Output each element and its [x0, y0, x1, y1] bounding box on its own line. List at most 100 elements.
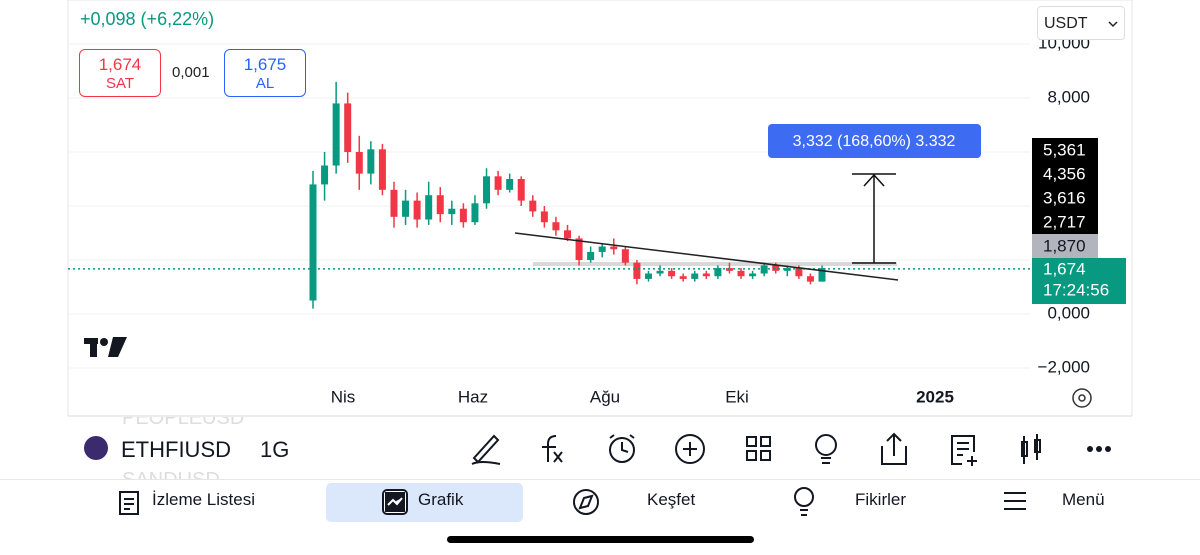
more-icon[interactable] [1087, 446, 1111, 452]
change: +0,098 (+6,22%) [80, 9, 215, 29]
current-price-box [1032, 258, 1126, 304]
price-label: 4,356 [1043, 164, 1086, 183]
candle-body [610, 246, 618, 250]
settings-icon[interactable] [1072, 388, 1092, 408]
toolbar: PEOPLEUSD SANDUSD [68, 417, 1132, 479]
price-label: 1,870 [1043, 236, 1086, 255]
interval[interactable]: 1G [260, 437, 290, 462]
y-tick-label: 0,000 [1047, 304, 1090, 323]
price-label-box [1032, 210, 1098, 234]
candle-body [702, 273, 710, 277]
candle-body [425, 195, 433, 220]
draw-icon[interactable] [471, 434, 501, 465]
candle-body [587, 251, 595, 261]
nav-item[interactable]: Menü [1062, 490, 1105, 509]
x-tick-label: 2025 [916, 387, 954, 406]
buy-button[interactable]: 1,675 AL [224, 49, 306, 97]
candle-body [436, 195, 444, 215]
measure-arrowhead [863, 173, 885, 187]
faded-symbol: PEOPLEUSD [122, 417, 245, 429]
idea-icon[interactable] [815, 434, 837, 464]
buy-price: 1,675 [243, 55, 287, 74]
price-label: 2,717 [1043, 212, 1086, 231]
candle-body [564, 230, 571, 239]
symbol[interactable]: ETHFIUSD [121, 437, 231, 462]
candle-body [598, 246, 606, 252]
toolbar-icons [471, 432, 1111, 466]
candle-body [783, 268, 791, 271]
candle-body [737, 270, 745, 277]
candle-body [621, 249, 629, 263]
candle-body [483, 176, 491, 204]
candle-body [309, 184, 317, 301]
candle-body [517, 179, 525, 201]
divider [0, 479, 1200, 480]
nav-active-bg [326, 483, 523, 522]
countdown: 17:24:56 [1043, 280, 1109, 299]
candle-body [749, 273, 757, 277]
faded-symbol: SANDUSD [122, 469, 220, 479]
sell-price: 1,674 [98, 55, 142, 74]
candle-body [459, 208, 467, 223]
candle-body [413, 200, 421, 220]
candle-body [367, 149, 375, 174]
candle-body [679, 276, 687, 279]
sell-label: SAT [105, 75, 135, 92]
y-tick-label: 8,000 [1047, 87, 1090, 106]
share-icon[interactable] [881, 432, 907, 465]
currency-select[interactable]: USDT [1037, 6, 1125, 40]
layout-icon[interactable] [746, 436, 771, 461]
notes-icon[interactable] [951, 435, 977, 466]
price-label-box [1032, 234, 1098, 258]
x-tick-label: Eki [725, 387, 749, 406]
spread: 0,001 [172, 64, 210, 81]
candle-body [691, 273, 699, 279]
alert-icon[interactable] [609, 434, 635, 463]
sell-button[interactable]: 1,674 SAT [79, 49, 161, 97]
candle-body [332, 103, 340, 166]
price-label: 5,361 [1043, 140, 1086, 159]
price-label-box [1032, 186, 1098, 210]
candle-body [390, 189, 398, 217]
candle-body [714, 268, 722, 277]
candle-body [644, 273, 652, 279]
measure-box [768, 124, 981, 158]
x-tick-label: Haz [458, 387, 488, 406]
candle-body [795, 268, 803, 277]
chevron [1108, 21, 1118, 28]
y-tick-label: −2,000 [1038, 358, 1090, 377]
candle-icon[interactable] [1021, 434, 1041, 464]
trend-line [514, 232, 899, 281]
candle-body [355, 152, 363, 174]
candle-body [529, 200, 537, 212]
candle-body [656, 270, 664, 274]
candle-body [552, 222, 560, 231]
x-tick-label: Ağu [590, 387, 620, 406]
candle-body [448, 208, 456, 215]
candle-body [540, 211, 548, 223]
currency: USDT [1044, 15, 1088, 32]
nav-item[interactable]: İzleme Listesi [152, 490, 255, 509]
candle-body [321, 165, 329, 185]
tv-logo [84, 337, 127, 357]
current-price-label: 1,674 [1043, 259, 1086, 278]
price-label: 3,616 [1043, 188, 1086, 207]
symbol-icon [84, 436, 108, 460]
nav-item[interactable]: Fikirler [855, 490, 906, 509]
indicator-icon[interactable] [542, 435, 563, 463]
candle-body [402, 200, 410, 217]
add-icon[interactable] [675, 434, 705, 464]
candle-body [575, 238, 583, 261]
x-tick-label: Nis [331, 387, 356, 406]
nav-item[interactable]: Grafik [418, 490, 464, 509]
candle-body [806, 276, 814, 282]
nav-item[interactable]: Keşfet [647, 490, 696, 509]
zone-line [533, 262, 897, 266]
candle-body [633, 262, 641, 279]
candle-body [378, 149, 386, 190]
price-label-box [1032, 162, 1098, 186]
candle-body [471, 203, 479, 223]
buy-label: AL [255, 75, 275, 92]
